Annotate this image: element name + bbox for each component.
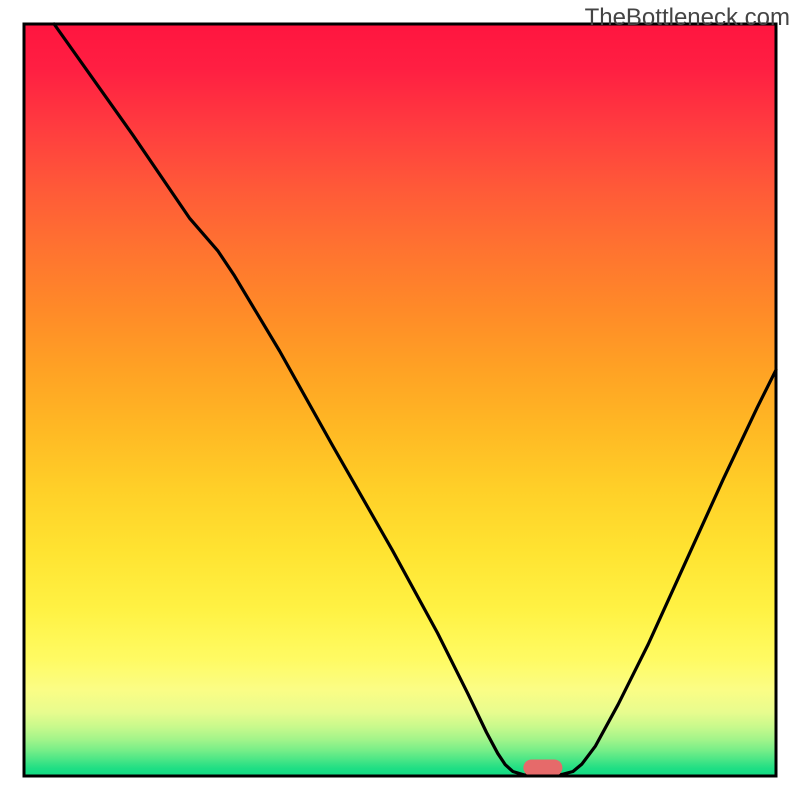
plot-background-gradient — [24, 24, 776, 776]
watermark-text: TheBottleneck.com — [585, 4, 790, 32]
optimal-marker — [523, 759, 562, 776]
chart-svg — [0, 0, 800, 800]
chart-root: TheBottleneck.com — [0, 0, 800, 800]
